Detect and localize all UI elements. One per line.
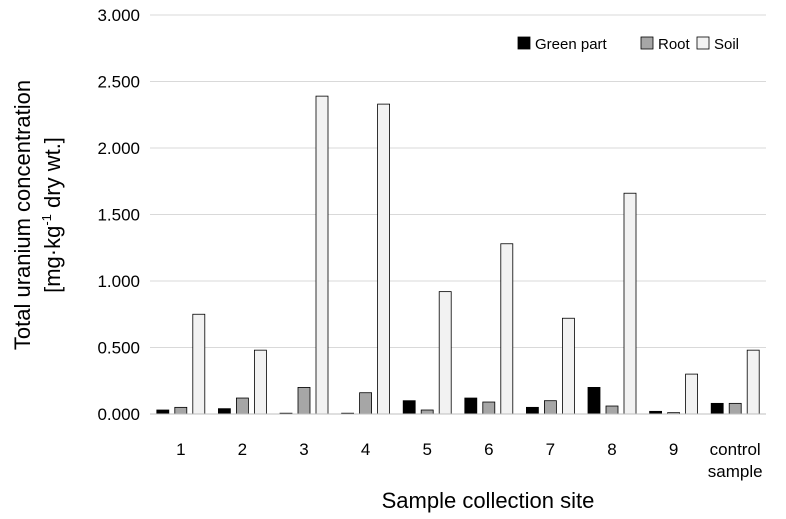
bar-soil: [192, 313, 206, 415]
legend: Green part Root Soil: [517, 36, 739, 53]
x-tick-label: 8: [607, 440, 616, 459]
bar-soil: [253, 349, 267, 415]
bar-soil: [377, 103, 391, 415]
bar-root: [235, 397, 249, 415]
y-axis-ticks: 0.000 0.500 1.000 1.500 2.000 2.500 3.000: [97, 6, 140, 424]
y-tick-label: 0.000: [97, 405, 140, 424]
y-axis-title-unit-suffix: dry wt.]: [40, 137, 65, 214]
bar-green-part: [587, 386, 601, 415]
bar-soil: [623, 192, 637, 415]
y-tick-label: 3.000: [97, 6, 140, 25]
bar-root: [544, 400, 557, 415]
bar-root: [359, 392, 373, 415]
bar-green-part: [526, 406, 539, 415]
bar-green-part: [464, 397, 478, 415]
gridlines: [150, 14, 766, 348]
bar-green-part: [710, 402, 724, 415]
x-tick-label: 7: [546, 440, 555, 459]
bar-soil: [315, 95, 329, 415]
x-tick-label: 5: [422, 440, 431, 459]
bar-root: [605, 405, 619, 415]
legend-swatch: [696, 36, 710, 50]
x-tick-label: 6: [484, 440, 493, 459]
bar-soil: [500, 243, 514, 415]
bar-green-part: [217, 408, 231, 415]
legend-label: Soil: [714, 36, 739, 53]
y-axis-title-unit-sup: -1: [39, 214, 54, 226]
y-axis-title-unit-prefix: [mg·kg: [40, 226, 65, 293]
legend-label: Root: [658, 36, 691, 53]
bar-green-part: [402, 400, 416, 415]
bar-green-part: [156, 409, 170, 415]
x-tick-label: 2: [238, 440, 247, 459]
y-axis-title-line2: [mg·kg-1 dry wt.]: [39, 137, 65, 293]
bar-series: [156, 95, 760, 415]
x-tick-label: 4: [361, 440, 370, 459]
y-tick-label: 1.500: [97, 206, 140, 225]
x-tick-label: 3: [299, 440, 308, 459]
y-tick-label: 1.000: [97, 272, 140, 291]
x-axis: 1 2 3 4 5 6 7 8 9 control sample: [150, 413, 766, 481]
x-tick-label: control: [710, 440, 761, 459]
x-tick-label: sample: [708, 462, 763, 481]
bar-root: [482, 401, 496, 415]
bar-root: [420, 409, 434, 415]
bar-soil: [746, 349, 760, 415]
bar-soil: [685, 373, 698, 415]
legend-swatch: [517, 36, 531, 50]
bar-root: [174, 406, 188, 415]
bar-soil: [562, 317, 575, 415]
legend-swatch: [640, 36, 654, 50]
bar-root: [297, 386, 311, 415]
x-axis-title: Sample collection site: [382, 488, 595, 513]
legend-label: Green part: [535, 36, 608, 53]
y-tick-label: 2.500: [97, 73, 140, 92]
x-tick-label: 9: [669, 440, 678, 459]
y-tick-label: 0.500: [97, 339, 140, 358]
bar-soil: [438, 291, 452, 415]
y-axis-title-line1: Total uranium concentration: [10, 80, 35, 350]
y-tick-label: 2.000: [97, 139, 140, 158]
x-tick-label: 1: [176, 440, 185, 459]
bar-root: [728, 402, 742, 415]
